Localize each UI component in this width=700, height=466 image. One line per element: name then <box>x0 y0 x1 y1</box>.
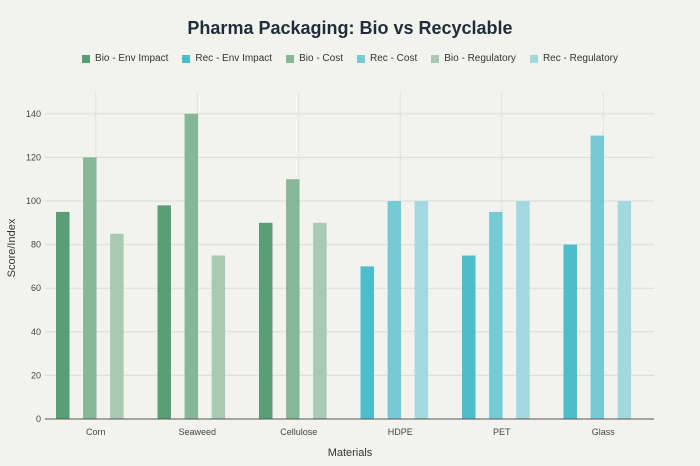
x-tick-label-hdpe: HDPE <box>388 427 413 437</box>
y-tick-label-120: 120 <box>26 152 41 162</box>
legend-item-rec-env-impact: Rec - Env Impact <box>182 53 272 64</box>
x-tick-label-seaweed: Seaweed <box>178 427 216 437</box>
bar-bio-regulatory-seaweed <box>211 255 226 419</box>
x-tick-label-pet: PET <box>493 427 511 437</box>
x-tick-label-cellulose: Cellulose <box>280 427 317 437</box>
y-tick-label-80: 80 <box>31 240 41 250</box>
legend-item-bio-env-impact: Bio - Env Impact <box>82 53 168 64</box>
y-tick-label-40: 40 <box>31 327 41 337</box>
legend-label-rec-cost: Rec - Cost <box>370 53 418 64</box>
legend-swatch-bio-regulatory <box>431 54 440 63</box>
legend-label-bio-cost: Bio - Cost <box>299 53 343 64</box>
bar-rec-env-impact-glass <box>563 244 577 419</box>
y-tick-label-100: 100 <box>26 196 41 206</box>
bar-bio-cost-corn <box>83 157 97 419</box>
bar-bio-cost-seaweed <box>184 113 199 420</box>
bar-rec-regulatory-pet <box>516 201 530 419</box>
legend-item-rec-cost: Rec - Cost <box>357 53 417 64</box>
x-axis-label: Materials <box>327 447 373 459</box>
bar-bio-cost-cellulose <box>286 179 300 419</box>
legend-item-rec-regulatory: Rec - Regulatory <box>529 53 618 64</box>
bar-bio-env-impact-seaweed <box>157 205 171 419</box>
legend-label-bio-regulatory: Bio - Regulatory <box>444 53 516 64</box>
x-tick-label-glass: Glass <box>592 427 616 437</box>
y-tick-label-0: 0 <box>36 414 41 424</box>
bar-rec-env-impact-pet <box>462 255 476 419</box>
bar-bio-env-impact-corn <box>56 211 70 419</box>
bar-bio-env-impact-cellulose <box>259 222 273 419</box>
bar-bio-regulatory-cellulose <box>313 222 327 419</box>
legend-swatch-rec-regulatory <box>529 54 538 63</box>
bar-rec-cost-pet <box>489 211 503 419</box>
bar-rec-env-impact-hdpe <box>360 266 374 419</box>
bar-rec-cost-hdpe <box>387 201 402 419</box>
legend: Bio - Env Impact Rec - Env Impact Bio - Co… <box>0 53 700 64</box>
bar-bio-regulatory-corn <box>110 233 124 419</box>
legend-label-bio-env-impact: Bio - Env Impact <box>95 53 169 64</box>
legend-swatch-bio-cost <box>286 54 295 63</box>
y-tick-label-140: 140 <box>26 109 41 119</box>
bar-rec-cost-glass <box>590 135 605 419</box>
legend-label-rec-env-impact: Rec - Env Impact <box>195 53 273 64</box>
y-tick-label-60: 60 <box>31 283 41 293</box>
legend-swatch-rec-env-impact <box>182 54 191 63</box>
bar-rec-regulatory-glass <box>617 201 632 419</box>
legend-swatch-rec-cost <box>357 54 365 63</box>
bar-rec-regulatory-hdpe <box>414 201 429 419</box>
legend-item-bio-regulatory: Bio - Regulatory <box>431 53 516 64</box>
chart-title: Pharma Packaging: Bio vs Recyclable <box>187 18 513 38</box>
legend-swatch-bio-env-impact <box>82 54 91 63</box>
legend-item-bio-cost: Bio - Cost <box>286 53 343 64</box>
y-tick-label-20: 20 <box>31 370 41 380</box>
x-tick-label-corn: Corn <box>86 427 106 437</box>
legend-label-rec-regulatory: Rec - Regulatory <box>542 53 618 64</box>
